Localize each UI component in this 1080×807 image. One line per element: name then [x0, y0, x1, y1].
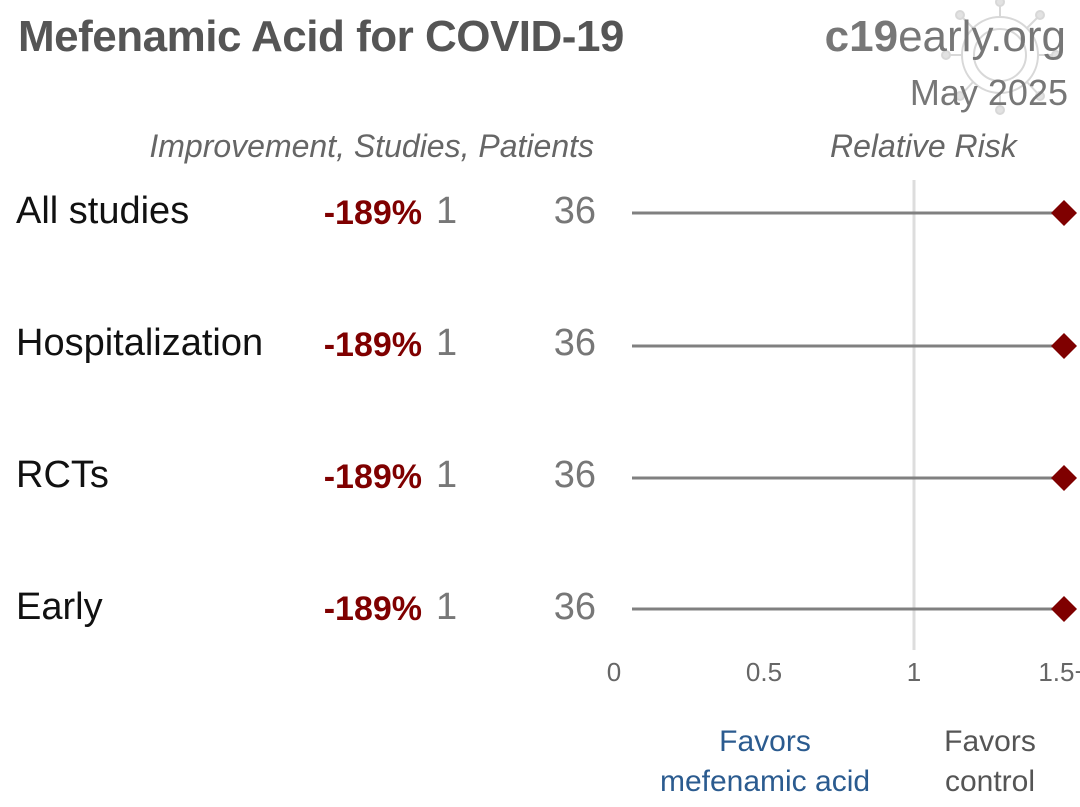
favors-treatment-label: Favors mefenamic acid	[659, 725, 871, 798]
x-tick-label: 1	[907, 657, 921, 687]
effect-marker	[1051, 333, 1077, 359]
effect-marker	[1051, 200, 1077, 226]
row-label-early: Early	[16, 586, 103, 628]
row-improvement: -189%	[323, 458, 422, 496]
row-studies: 1	[436, 322, 458, 364]
row-studies: 1	[436, 190, 458, 232]
effect-marker	[1051, 465, 1077, 491]
x-tick-label: 1.5+	[1038, 657, 1080, 687]
row-patients: 36	[553, 322, 596, 364]
row-patients: 36	[553, 586, 596, 628]
brand-logo-rest: early.org	[898, 12, 1066, 61]
effect-marker	[1051, 596, 1077, 622]
favors-control-label: Favors control	[944, 725, 1036, 798]
column-header-left: Improvement, Studies, Patients	[149, 128, 594, 164]
row-label-hospitalization: Hospitalization	[16, 322, 264, 364]
x-tick-label: 0.5	[746, 657, 782, 687]
brand-logo[interactable]: c19early.org	[825, 12, 1066, 62]
row-improvement: -189%	[323, 194, 422, 232]
virus-watermark-icon	[941, 0, 1061, 115]
x-tick-label: 0	[607, 657, 621, 687]
column-header-relative-risk: Relative Risk	[830, 128, 1017, 164]
row-improvement: -189%	[323, 326, 422, 364]
report-date: May 2025	[909, 72, 1068, 113]
chart-title: Mefenamic Acid for COVID-19	[18, 12, 624, 61]
row-label-rcts: RCTs	[16, 454, 109, 496]
row-studies: 1	[436, 586, 458, 628]
row-studies: 1	[436, 454, 458, 496]
row-label-all-studies: All studies	[16, 190, 190, 232]
row-patients: 36	[553, 190, 596, 232]
brand-logo-bold: c19	[824, 12, 899, 61]
row-patients: 36	[553, 454, 596, 496]
row-improvement: -189%	[323, 590, 422, 628]
